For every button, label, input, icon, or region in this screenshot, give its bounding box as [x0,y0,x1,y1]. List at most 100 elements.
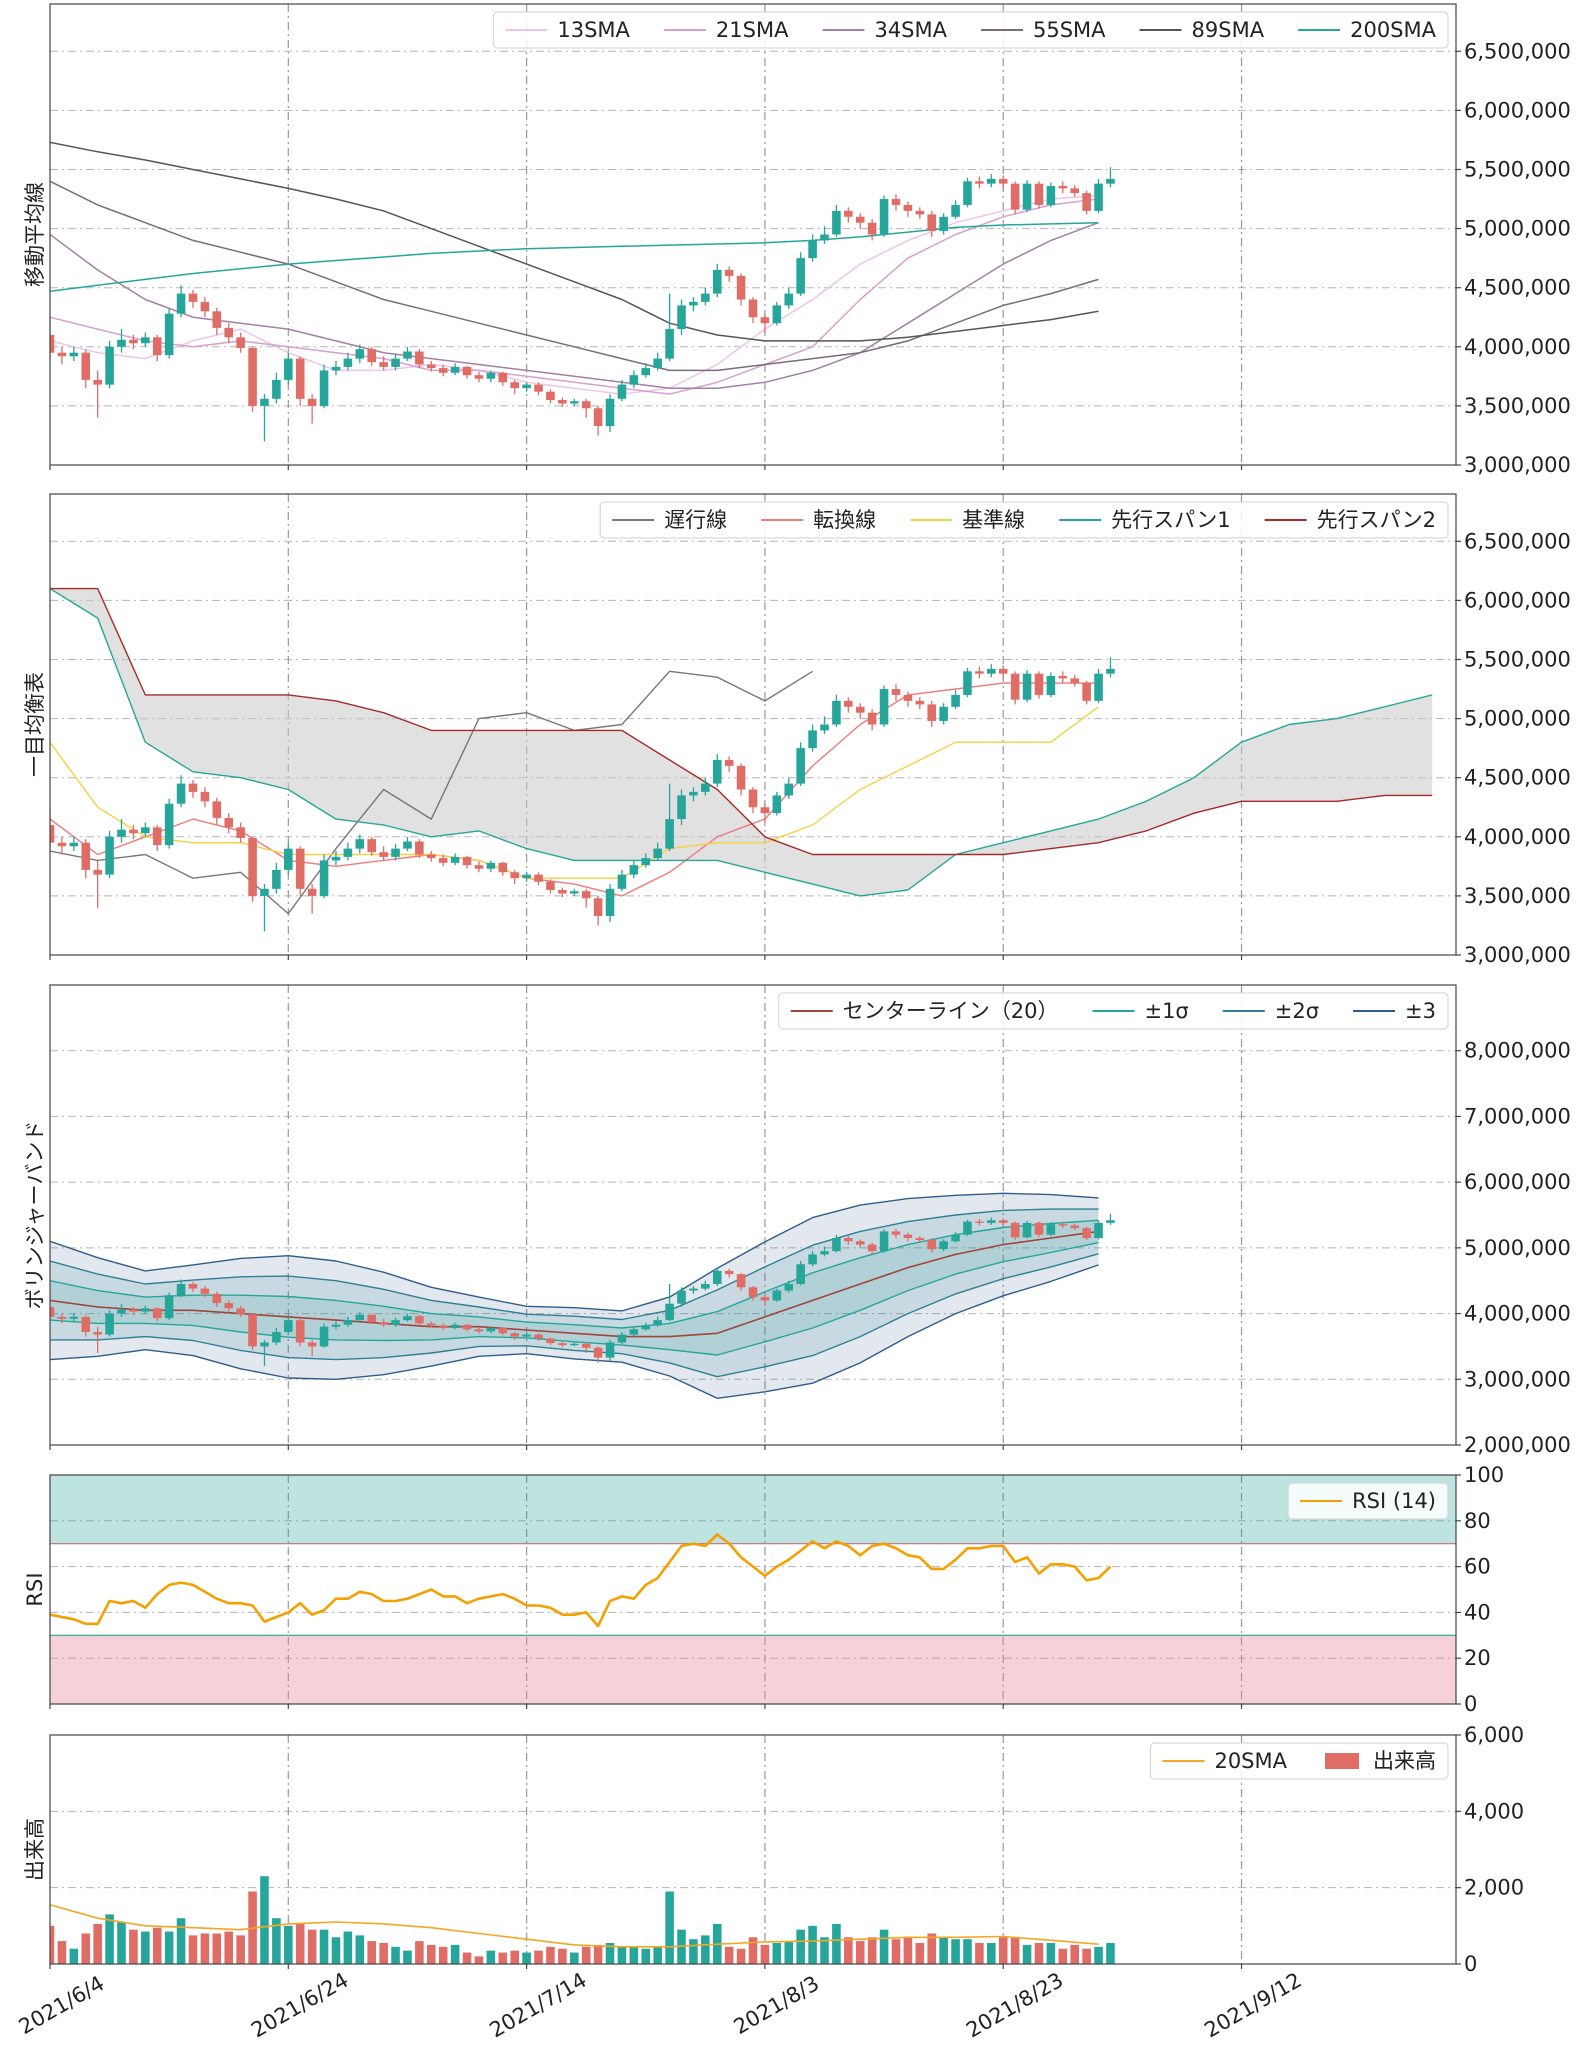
volume-bar [975,1943,984,1964]
volume-bar [117,1922,126,1964]
volume-bar [998,1937,1008,1964]
candle-body [367,1314,377,1323]
candle-body [569,1343,579,1346]
candle-body [81,842,91,870]
candle-body [641,858,651,866]
candle-body [736,1274,746,1288]
candle-body [295,358,305,399]
volume-bar [665,1891,674,1964]
y-axis-title: ボリンジャーバンド [23,1121,47,1310]
candle-body [343,848,353,857]
candle-body [617,384,627,399]
volume-bar [272,1918,281,1964]
candle-body [69,1316,79,1319]
volume-bar [903,1937,913,1964]
overbought-zone [50,1475,1456,1544]
legend-label: 34SMA [874,18,947,42]
candle-body [474,865,484,869]
candle-body [141,1308,150,1312]
candle-body [808,240,817,259]
candle-body [236,1308,245,1315]
volume-bar [105,1914,114,1964]
candle-body [558,889,567,894]
x-tick-label: 2021/6/4 [15,1971,109,2039]
y-tick-label: 6,000,000 [1464,1170,1571,1194]
legend: 13SMA 21SMA 34SMA 55SMA 89SMA 200SMA [492,11,1449,49]
candle-body [665,819,674,849]
y-tick-label: 5,500,000 [1464,647,1571,671]
candle-body [617,1334,627,1343]
band-upper [50,1208,1099,1321]
candle-body [307,888,317,896]
candle-body [272,869,281,889]
candle-body [915,700,925,705]
candle-body [569,401,579,404]
volume-bar [391,1946,400,1964]
candle-body [260,888,269,896]
volume-bar [1010,1937,1020,1964]
candle-body [844,1238,853,1242]
candle-body [760,1297,770,1301]
candle-body [403,351,412,359]
candle-body [415,1316,424,1324]
candle-body [1082,683,1091,701]
volume-bar [474,1956,484,1964]
y-tick-label: 3,500,000 [1464,394,1571,418]
candle-body [522,384,531,389]
candle-body [653,1320,662,1326]
candle-body [987,1220,996,1223]
candle-body [879,689,889,725]
candle-body [665,1303,674,1321]
sma-line [50,221,1099,292]
legend-label: 遅行線 [664,508,727,532]
candle-body [629,865,639,875]
volume-bar [927,1933,937,1964]
candle-body [50,824,55,843]
candle-body [844,210,853,217]
candle-body [498,1328,508,1334]
candle-body [915,1238,925,1240]
candle-body [248,837,257,896]
candle-body [284,1320,293,1332]
volume-bar [224,1931,234,1964]
volume-bar [796,1929,805,1964]
candle-body [81,352,91,380]
volume-bar [951,1939,960,1964]
legend-label: 20SMA [1214,1749,1287,1773]
candle-body [748,789,758,808]
volume-bar [689,1939,698,1964]
candle-body [903,694,913,701]
candle-body [581,891,591,899]
candle-body [569,891,579,894]
candle-body [391,1320,400,1325]
y-tick-label: 20 [1464,1646,1491,1670]
candle-body [391,358,400,367]
volume-sma-line [50,1904,1099,1948]
volume-bar [808,1925,817,1964]
candle-body [760,807,770,814]
candle-body [855,216,865,223]
volume-bar [879,1929,889,1964]
candle-body [260,1342,269,1347]
candle-body [701,293,710,302]
volume-bar [724,1946,734,1964]
y-tick-label: 8,000,000 [1464,1039,1571,1063]
candle-body [605,398,615,426]
candle-body [1070,678,1080,684]
candle-body [450,1324,460,1329]
candle-body [927,1239,937,1250]
candle-body [438,368,448,373]
y-tick-label: 3,500,000 [1464,884,1571,908]
candle-body [450,366,460,373]
volume-bar [498,1952,508,1964]
candle-body [117,1309,126,1314]
candle-body [355,349,365,359]
volume-bar [486,1950,496,1964]
y-tick-label: 5,500,000 [1464,157,1571,181]
candle-body [188,293,198,302]
candle-body [772,795,782,814]
y-tick-label: 80 [1464,1509,1491,1533]
volume-bar [57,1941,67,1964]
